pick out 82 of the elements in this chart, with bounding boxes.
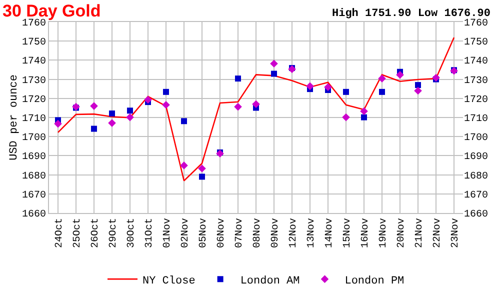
point	[378, 74, 386, 82]
y-tick-label: 1730	[22, 76, 46, 87]
point	[270, 60, 278, 68]
point	[414, 86, 422, 95]
y2-tick-label: 1660	[464, 210, 488, 220]
y2-tick-label: 1730	[464, 76, 488, 87]
y2-tick-label: 1670	[464, 190, 488, 202]
point	[198, 164, 206, 172]
x-tick-label: 25Oct	[72, 218, 84, 248]
x-tick-label: 20Nov	[396, 218, 408, 248]
point	[432, 74, 440, 82]
point	[181, 118, 187, 124]
y2-tick-label: 1740	[464, 56, 488, 68]
y2-tick-label: 1680	[464, 171, 488, 182]
x-tick-label: 31Oct	[144, 218, 156, 248]
chart-subtitle: High 1751.90 Low 1676.90	[332, 8, 490, 20]
legend-label: London PM	[344, 275, 404, 288]
y-tick-label: 1710	[22, 114, 46, 125]
y-tick-label: 1720	[22, 94, 46, 106]
point	[91, 126, 97, 132]
x-tick-label: 23Nov	[450, 218, 462, 248]
y-tick-label: 1750	[22, 38, 46, 49]
point	[342, 113, 350, 122]
y-tick-label: 1690	[22, 152, 46, 164]
x-tick-label: 14Nov	[324, 218, 336, 248]
x-tick-label: 21Nov	[414, 218, 426, 248]
point	[324, 83, 332, 92]
point	[306, 82, 314, 90]
legend-label: London AM	[240, 275, 300, 288]
point	[90, 102, 98, 110]
x-tick-label: 12Nov	[288, 218, 300, 248]
point	[271, 70, 277, 77]
x-tick-label: 02Nov	[180, 218, 192, 248]
point	[252, 100, 260, 108]
y2-tick-label: 1700	[464, 133, 488, 144]
x-tick-label: 07Nov	[234, 218, 246, 248]
y2-tick-label: 1760	[464, 18, 488, 30]
y-axis-title: USD per ounce	[8, 74, 21, 160]
y-tick-label: 1700	[22, 133, 46, 144]
x-tick-label: 26Oct	[90, 218, 102, 248]
point	[360, 107, 368, 116]
x-tick-label: 16Nov	[360, 218, 372, 248]
point	[127, 108, 133, 114]
legend-label: NY Close	[142, 275, 196, 288]
point	[199, 174, 205, 180]
x-tick-label: 30Oct	[126, 218, 138, 248]
point	[361, 114, 367, 120]
point	[343, 88, 349, 95]
point	[180, 162, 188, 170]
point	[108, 119, 116, 127]
y2-tick-label: 1710	[464, 114, 488, 125]
x-tick-label: 01Nov	[162, 218, 174, 248]
x-tick-label: 24Oct	[54, 218, 66, 248]
point	[379, 88, 385, 95]
point	[396, 71, 404, 79]
x-tick-label: 19Nov	[378, 218, 390, 248]
x-tick-label: 09Nov	[270, 218, 282, 248]
y-tick-label: 1760	[22, 18, 46, 30]
point	[162, 100, 170, 109]
point	[234, 102, 242, 111]
point	[144, 96, 152, 104]
y2-tick-label: 1720	[464, 94, 488, 106]
y-tick-label: 1680	[22, 171, 46, 182]
point	[163, 88, 169, 95]
point	[109, 110, 115, 116]
point	[235, 76, 241, 82]
point	[415, 82, 421, 88]
line-series	[57, 36, 455, 182]
point	[126, 113, 134, 122]
x-tick-label: 06Nov	[216, 218, 228, 248]
y2-tick-label: 1690	[464, 152, 488, 164]
x-tick-label: 15Nov	[342, 218, 354, 248]
y-tick-label: 1660	[22, 210, 46, 220]
x-tick-label: 13Nov	[306, 218, 318, 248]
point	[54, 120, 62, 128]
x-tick-label: 22Nov	[432, 218, 444, 248]
x-tick-label: 29Oct	[108, 218, 120, 248]
x-tick-label: 08Nov	[252, 218, 264, 248]
y2-tick-label: 1750	[464, 38, 488, 49]
y-tick-label: 1670	[22, 190, 46, 202]
x-tick-label: 05Nov	[198, 218, 210, 248]
y-tick-label: 1740	[22, 56, 46, 68]
